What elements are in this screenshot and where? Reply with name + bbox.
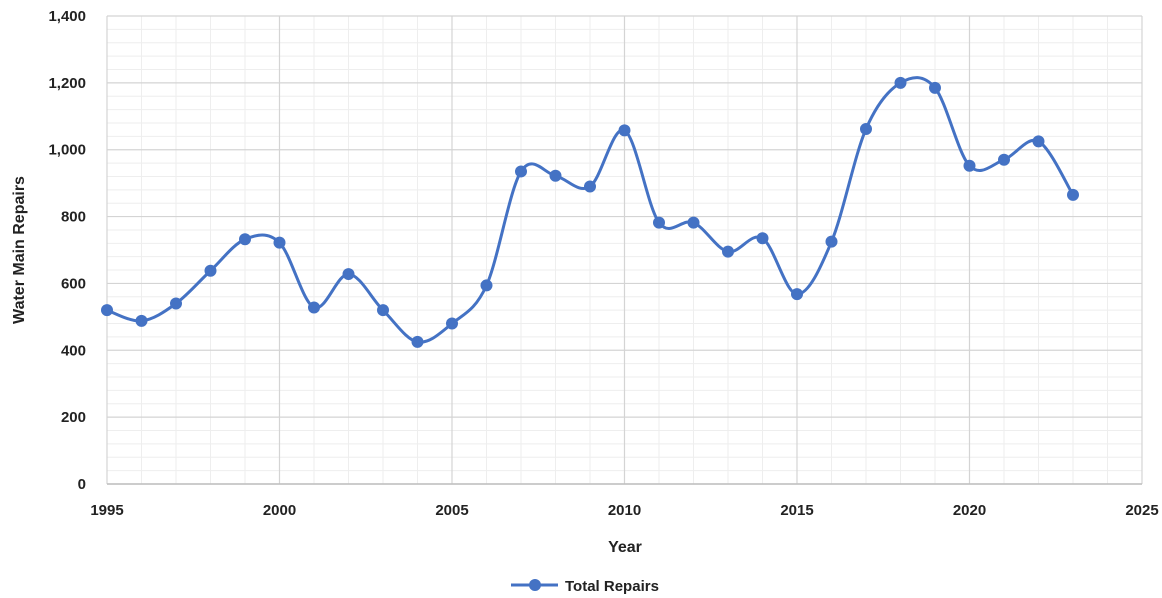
data-point [963,159,976,172]
legend: Total Repairs [511,578,659,595]
data-point [549,169,562,182]
x-tick-label: 2010 [608,502,641,519]
data-point [894,76,907,89]
data-point [756,232,769,245]
data-point [273,236,286,249]
y-tick-label: 0 [78,476,86,493]
data-point [584,180,596,193]
data-point [687,216,700,229]
x-tick-label: 2025 [1125,502,1158,519]
y-tick-label: 200 [61,409,86,426]
data-point [791,288,803,301]
y-tick-label: 1,000 [48,142,86,159]
data-point [515,165,527,178]
data-point [170,297,182,310]
data-point [101,304,113,317]
x-tick-label: 1995 [90,502,123,519]
y-axis-title: Water Main Repairs [11,176,28,324]
y-tick-label: 1,200 [48,75,86,92]
y-axis-tick-labels: 0 200 400 600 800 1,000 1,200 1,400 [48,8,86,493]
x-tick-label: 2015 [780,502,813,519]
y-tick-label: 800 [61,209,86,226]
data-point [998,153,1010,166]
data-point [929,81,941,94]
major-grid [106,15,1143,485]
legend-marker [529,579,541,591]
y-tick-label: 400 [61,342,86,359]
data-point [480,279,493,292]
series-total-repairs [101,76,1079,348]
data-point [860,122,872,135]
x-axis-tick-labels: 1995 2000 2005 2010 2015 2020 2025 [90,502,1158,519]
data-point [411,335,424,348]
data-point [342,268,355,281]
y-tick-label: 1,400 [48,8,86,25]
y-tick-label: 600 [61,275,86,292]
data-point [618,124,631,137]
data-point [722,245,734,258]
legend-label-total-repairs: Total Repairs [565,578,659,595]
x-tick-label: 2000 [263,502,296,519]
data-point [1067,188,1079,201]
data-point [653,216,665,229]
x-tick-label: 2005 [435,502,468,519]
data-point [308,301,320,314]
x-tick-label: 2020 [953,502,986,519]
data-point [825,235,838,248]
x-axis-title: Year [608,539,642,556]
data-point [1032,135,1045,148]
data-point [377,304,389,317]
data-point [204,264,217,277]
data-point [135,314,148,327]
data-point [239,233,251,246]
data-point [446,317,458,330]
